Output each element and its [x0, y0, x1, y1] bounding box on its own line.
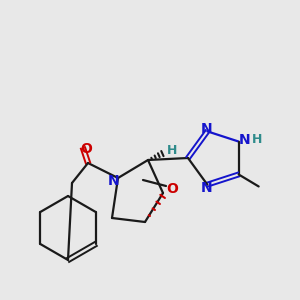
Text: N: N [200, 181, 212, 195]
Text: H: H [251, 133, 262, 146]
Text: N: N [239, 133, 250, 146]
Text: N: N [200, 122, 212, 136]
Text: O: O [166, 182, 178, 196]
Text: H: H [167, 145, 177, 158]
Text: N: N [108, 174, 120, 188]
Text: O: O [80, 142, 92, 156]
